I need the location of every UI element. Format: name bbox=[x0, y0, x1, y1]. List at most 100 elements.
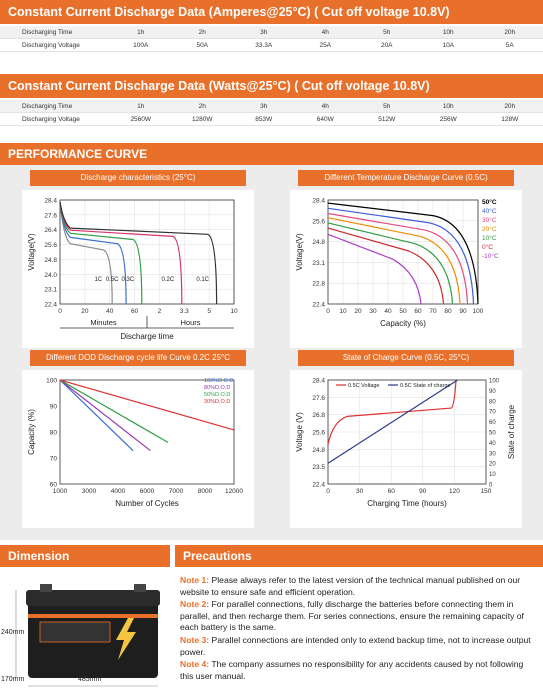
x-tick-label: 70 bbox=[429, 308, 437, 315]
y-tick-label: 28.4 bbox=[312, 378, 325, 385]
x-tick-label: 10 bbox=[339, 308, 347, 315]
x-tick-label: 8000 bbox=[198, 488, 213, 495]
curve bbox=[59, 202, 127, 305]
legend-label: 30%D.O.D bbox=[204, 399, 230, 405]
y2-tick-label: 10 bbox=[489, 472, 496, 478]
x-tick-label: 0 bbox=[326, 488, 330, 495]
y-axis-label: Voltage(V) bbox=[295, 233, 304, 271]
x-tick-label: 1000 bbox=[53, 488, 68, 495]
curve-label: 0.1C bbox=[196, 277, 209, 283]
table-cell: 5h bbox=[383, 103, 391, 110]
x-tick-label: 0 bbox=[326, 308, 330, 315]
note-label: Note 3: bbox=[180, 634, 210, 645]
table-cell: Discharging Voltage bbox=[22, 116, 80, 123]
y2-tick-label: 20 bbox=[489, 462, 496, 468]
table-cell: 50A bbox=[196, 42, 209, 49]
x-group-label: Hours bbox=[180, 318, 200, 327]
note-label: Note 2: bbox=[180, 599, 210, 610]
chart-title: Different DOD Discharge cycle life Curve… bbox=[30, 350, 246, 366]
table-cell: 10h bbox=[442, 103, 454, 110]
y-tick-label: 90 bbox=[50, 404, 58, 411]
curve bbox=[59, 379, 134, 452]
x-tick-label: 60 bbox=[414, 308, 422, 315]
section-header: Dimension bbox=[0, 545, 170, 567]
x-tick-label: 40 bbox=[106, 308, 114, 315]
table-cell: 1h bbox=[137, 103, 145, 110]
y-tick-label: 60 bbox=[50, 482, 58, 489]
table-cell: 10h bbox=[442, 29, 454, 36]
note: Note 3: Parallel connections are intende… bbox=[180, 635, 538, 658]
y2-tick-label: 0 bbox=[489, 483, 493, 489]
table-row: Discharging Voltage 100A 50A 33.3A 25A 20A 10A… bbox=[0, 39, 543, 52]
curve-label: 0.2C bbox=[162, 277, 175, 283]
curve bbox=[327, 217, 461, 305]
x-axis-label: Discharge time bbox=[120, 332, 174, 341]
note: Note 1: Please always refer to the lates… bbox=[180, 575, 538, 598]
y-tick-label: 24.8 bbox=[44, 257, 57, 264]
x-tick-label: 5 bbox=[207, 308, 211, 315]
section-header: Constant Current Discharge Data (Amperes… bbox=[0, 0, 543, 24]
table-cell: 20h bbox=[504, 103, 516, 110]
curve-label: 0.5C bbox=[106, 277, 119, 283]
curve bbox=[327, 222, 454, 305]
y2-axis-label: State of charge bbox=[507, 404, 516, 459]
y-tick-label: 25.6 bbox=[312, 430, 325, 437]
y-axis-label: Capacity (%) bbox=[27, 409, 36, 455]
y-tick-label: 70 bbox=[50, 456, 58, 463]
curve-label: 1C bbox=[94, 277, 102, 283]
x-tick-label: 20 bbox=[354, 308, 362, 315]
chart-title: State of Charge Curve (0.5C, 25°C) bbox=[298, 350, 514, 366]
chart: 28.4 27.6 26.4 25.6 24.8 24.0 23.1 22.40 20 40 60 2… bbox=[22, 190, 254, 348]
y-tick-label: 25.6 bbox=[312, 218, 325, 225]
x-tick-label: 80 bbox=[444, 308, 452, 315]
table-cell: 4h bbox=[321, 29, 329, 36]
table-cell: 2560W bbox=[130, 116, 152, 123]
table-cell: 4h bbox=[321, 103, 329, 110]
x-tick-label: 90 bbox=[459, 308, 467, 315]
y-tick-label: 25.6 bbox=[44, 242, 57, 249]
terminal bbox=[134, 584, 146, 592]
dimension-label: 485mm bbox=[78, 676, 102, 683]
table-row: Discharging Time 1h 2h 3h 4h 5h 10h 20h bbox=[0, 100, 543, 113]
x-tick-label: 3.3 bbox=[180, 308, 189, 315]
y2-tick-label: 50 bbox=[489, 431, 496, 437]
x-tick-label: 60 bbox=[388, 488, 396, 495]
table-row: Discharging Time 1h 2h 3h 4h 5h 10h 20h bbox=[0, 26, 543, 39]
curve bbox=[327, 207, 475, 305]
battery-illustration: 240mm 170mm 485mm bbox=[1, 584, 160, 687]
y-tick-label: 23.1 bbox=[44, 287, 57, 294]
section-header: Constant Current Discharge Data (Watts@2… bbox=[0, 74, 543, 98]
y-tick-label: 26.8 bbox=[312, 412, 325, 419]
table-cell: Discharging Time bbox=[22, 103, 73, 110]
curve bbox=[59, 379, 235, 431]
table-cell: 1280W bbox=[191, 116, 213, 123]
x-tick-label: 90 bbox=[419, 488, 427, 495]
plot-frame bbox=[59, 199, 235, 305]
chart-title: Discharge characteristics (25°C) bbox=[30, 170, 246, 186]
legend-label: 80%D.O.D bbox=[204, 385, 230, 391]
y-tick-label: 100 bbox=[46, 378, 57, 385]
table-cell: 256W bbox=[439, 116, 457, 123]
table-cell: 33.3A bbox=[255, 42, 273, 49]
x-tick-label: 40 bbox=[384, 308, 392, 315]
legend-label: 100%D.O.D bbox=[204, 378, 233, 384]
y-tick-label: 27.6 bbox=[312, 395, 325, 402]
legend-label: 20°C bbox=[482, 225, 497, 233]
plot-frame bbox=[59, 379, 235, 485]
y2-tick-label: 70 bbox=[489, 410, 496, 416]
legend-label: -10°C bbox=[482, 252, 499, 260]
battery-lid bbox=[26, 590, 160, 606]
table-cell: 5A bbox=[505, 42, 514, 49]
notes: Note 1: Please always refer to the lates… bbox=[180, 575, 538, 683]
bolt-icon bbox=[116, 618, 136, 660]
x-tick-label: 150 bbox=[481, 488, 492, 495]
y-tick-label: 22.4 bbox=[44, 302, 57, 309]
dimension-label: 240mm bbox=[1, 629, 25, 636]
table-cell: 2h bbox=[198, 29, 206, 36]
y2-tick-label: 80 bbox=[489, 399, 496, 405]
table-cell: 5h bbox=[383, 29, 391, 36]
table-cell: 640W bbox=[316, 116, 334, 123]
x-axis-label: Number of Cycles bbox=[115, 499, 179, 508]
